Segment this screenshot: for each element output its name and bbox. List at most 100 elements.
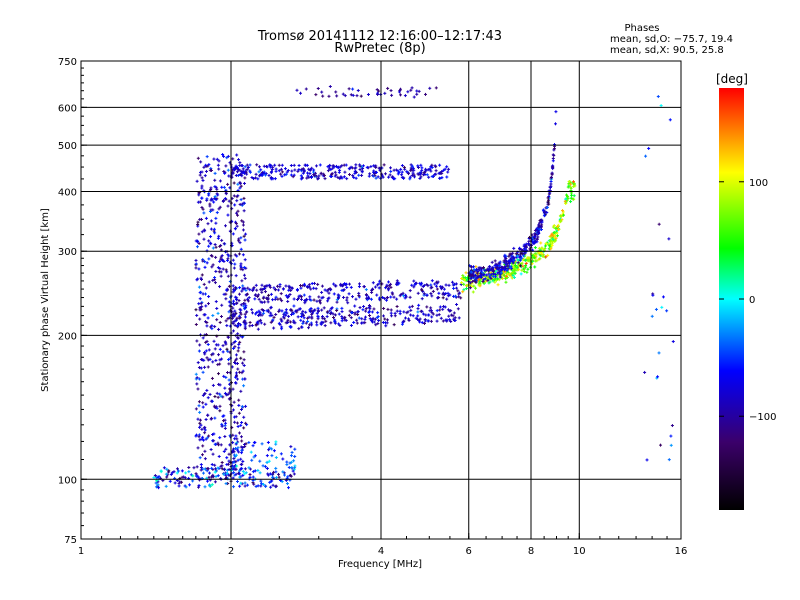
- data-point: [488, 280, 492, 284]
- data-point: [542, 214, 546, 218]
- data-point: [265, 296, 269, 300]
- data-point: [239, 408, 243, 412]
- data-point: [561, 212, 565, 216]
- data-point: [234, 297, 238, 301]
- data-point: [396, 169, 400, 173]
- data-point: [518, 255, 522, 259]
- data-point: [233, 227, 237, 231]
- data-point: [214, 255, 218, 259]
- data-point: [338, 165, 342, 169]
- data-point: [321, 94, 325, 98]
- data-point: [204, 333, 208, 337]
- data-point: [219, 255, 223, 259]
- data-point: [312, 168, 316, 172]
- data-point: [253, 454, 257, 458]
- data-point: [513, 259, 517, 263]
- data-point: [283, 167, 287, 171]
- data-point: [440, 176, 444, 180]
- data-point: [195, 474, 199, 478]
- data-point: [400, 322, 404, 326]
- data-point: [407, 318, 411, 322]
- data-point: [244, 293, 248, 297]
- data-point: [203, 365, 207, 369]
- data-point: [420, 281, 424, 285]
- data-point: [528, 259, 532, 263]
- data-point: [299, 315, 303, 319]
- data-point: [168, 479, 172, 483]
- data-point: [514, 261, 518, 265]
- data-point: [489, 270, 493, 274]
- data-point: [453, 282, 457, 286]
- data-point: [456, 289, 460, 293]
- data-point: [335, 309, 339, 313]
- data-point: [198, 217, 202, 221]
- data-point: [412, 285, 416, 289]
- data-point: [282, 471, 286, 475]
- data-point: [402, 176, 406, 180]
- data-point: [316, 315, 320, 319]
- data-point: [536, 226, 540, 230]
- data-point: [341, 92, 345, 96]
- data-point: [475, 271, 479, 275]
- data-point: [528, 243, 532, 247]
- data-point: [541, 253, 545, 257]
- data-point: [197, 285, 201, 289]
- data-point: [235, 153, 239, 157]
- data-point: [308, 168, 312, 172]
- data-point: [259, 318, 263, 322]
- data-point: [230, 172, 234, 176]
- data-point: [380, 172, 384, 176]
- data-point: [423, 170, 427, 174]
- data-point: [198, 317, 202, 321]
- data-point: [291, 175, 295, 179]
- data-point: [242, 350, 246, 354]
- data-point: [273, 297, 277, 301]
- data-point: [335, 307, 339, 311]
- data-point: [231, 408, 235, 412]
- data-point: [553, 233, 557, 237]
- data-point: [498, 262, 502, 266]
- data-point: [547, 195, 551, 199]
- data-point: [353, 312, 357, 316]
- data-point: [262, 164, 266, 168]
- data-point: [216, 372, 220, 376]
- data-point: [515, 254, 519, 258]
- data-point: [510, 267, 514, 271]
- data-point: [560, 218, 564, 222]
- data-point: [385, 298, 389, 302]
- data-point: [353, 171, 357, 175]
- data-point: [418, 317, 422, 321]
- data-point: [334, 90, 338, 94]
- data-point: [198, 456, 202, 460]
- data-point: [221, 419, 225, 423]
- data-point: [220, 357, 224, 361]
- data-point: [233, 323, 237, 327]
- data-point: [375, 283, 379, 287]
- data-point: [243, 325, 247, 329]
- data-point: [210, 327, 214, 331]
- data-point: [571, 197, 575, 201]
- data-point: [293, 464, 297, 468]
- data-point: [290, 308, 294, 312]
- data-point: [227, 473, 231, 477]
- data-point: [487, 265, 491, 269]
- data-point: [424, 313, 428, 317]
- data-point: [234, 311, 238, 315]
- data-point: [282, 315, 286, 319]
- data-point: [260, 313, 264, 317]
- data-point: [310, 315, 314, 319]
- data-point: [249, 450, 253, 454]
- data-point: [241, 446, 245, 450]
- phases-x-stats: mean, sd,X: 90.5, 25.8: [610, 45, 724, 56]
- data-point: [643, 370, 647, 374]
- data-point: [277, 475, 281, 479]
- data-point: [197, 377, 201, 381]
- data-point: [548, 242, 552, 246]
- data-point: [227, 378, 231, 382]
- data-point: [236, 194, 240, 198]
- data-point: [244, 304, 248, 308]
- data-point: [509, 266, 513, 270]
- data-point: [234, 434, 238, 438]
- data-point: [264, 290, 268, 294]
- data-point: [260, 290, 264, 294]
